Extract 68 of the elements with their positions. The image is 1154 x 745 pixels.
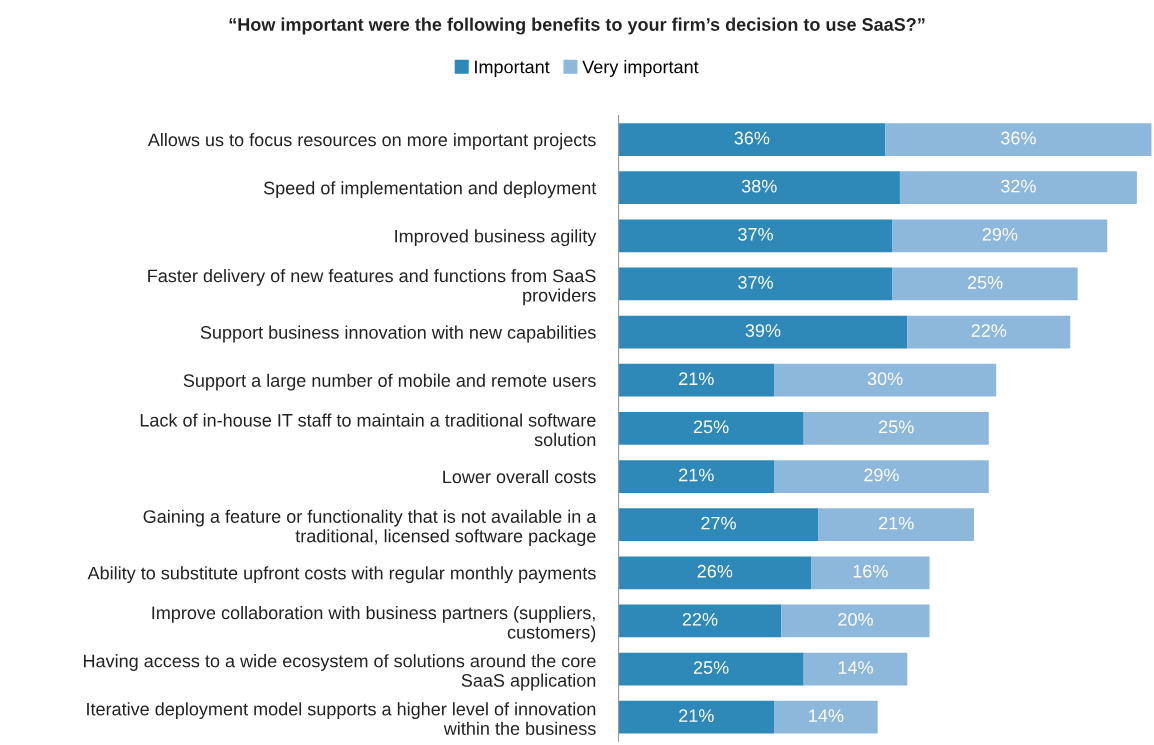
y-tick-label: Allows us to focus resources on more important projects: [147, 133, 596, 150]
bar: [618, 412, 804, 445]
bar: [618, 123, 886, 156]
bar: [618, 171, 900, 205]
y-tick-label: Speed of implementation and deployment: [263, 181, 597, 198]
data-label: 14%: [809, 709, 844, 722]
data-label: 22%: [682, 612, 718, 626]
data-label: 25%: [693, 661, 729, 674]
bar: [774, 460, 989, 493]
bar: [899, 171, 1137, 205]
bar: [818, 508, 974, 542]
bar: [618, 700, 775, 734]
y-tick-label: Support business innovation with new capabilities: [200, 325, 596, 343]
data-label: 25%: [693, 420, 729, 434]
bar: [618, 363, 775, 397]
y-tick-label: Lower overall costs: [443, 469, 596, 484]
bar: [885, 123, 1152, 156]
data-label: 29%: [982, 227, 1018, 241]
bar: [618, 508, 819, 542]
y-tick-label: Improve collaboration with business partners (suppliers, customers): [152, 605, 596, 643]
bar: [618, 267, 893, 301]
data-label: 37%: [738, 276, 773, 289]
data-label: 21%: [679, 468, 714, 482]
bar: [892, 267, 1078, 301]
data-label: 38%: [741, 179, 777, 193]
chart-title: “How important were the following benefits to your firm’s decision to use SaaS?”: [229, 17, 925, 35]
y-tick-label: Ability to substitute upfront costs with regular monthly payments: [87, 566, 596, 584]
bar: [618, 315, 908, 349]
data-label: 16%: [853, 564, 888, 578]
bar: [803, 412, 989, 445]
bar: [618, 604, 782, 638]
bar: [774, 363, 997, 397]
bar: [774, 700, 878, 734]
data-label: 29%: [864, 468, 899, 482]
data-label: 21%: [679, 372, 714, 386]
y-tick-label: Having access to a wide ecosystem of solutions around the core SaaS application: [83, 654, 596, 691]
data-label: 20%: [838, 612, 873, 626]
data-label: 36%: [734, 131, 770, 145]
bar: [803, 652, 908, 686]
data-label: 21%: [879, 516, 914, 530]
data-label: 22%: [971, 324, 1007, 337]
y-tick-label: Gaining a feature or functionality that is not available in a traditional, licensed software package: [143, 509, 597, 546]
data-label: 26%: [697, 564, 733, 578]
y-tick-label: Support a large number of mobile and remote users: [183, 373, 596, 391]
data-label: 36%: [1001, 131, 1036, 145]
legend-label: Important: [475, 60, 550, 77]
y-tick-label: Faster delivery of new features and functions from SaaS providers: [148, 269, 596, 306]
legend-label: Very important: [582, 60, 699, 77]
data-label: 25%: [967, 276, 1003, 289]
data-label: 21%: [679, 709, 714, 722]
data-label: 39%: [745, 324, 781, 337]
bar: [907, 315, 1071, 349]
y-tick-label: Lack of in-house IT staff to maintain a traditional software solution: [140, 413, 596, 447]
bar: [811, 556, 930, 590]
bar: [618, 460, 775, 493]
bar: [618, 652, 804, 686]
bar: [618, 556, 812, 590]
y-tick-label: Iterative deployment model supports a higher level of innovation within the business: [87, 702, 596, 735]
data-label: 25%: [879, 420, 914, 434]
data-label: 27%: [701, 516, 736, 530]
data-label: 14%: [838, 661, 873, 674]
data-label: 32%: [1001, 179, 1036, 193]
y-tick-label: Improved business agility: [395, 229, 597, 247]
data-label: 30%: [867, 372, 903, 386]
data-label: 37%: [738, 227, 773, 241]
bar: [618, 219, 893, 253]
bar: [781, 604, 930, 638]
bar: [892, 219, 1108, 253]
